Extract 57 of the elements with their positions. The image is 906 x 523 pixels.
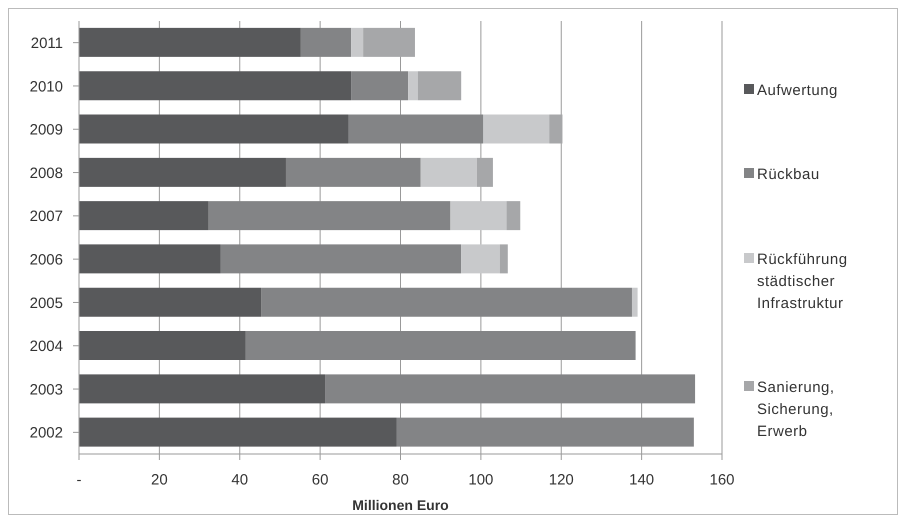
bar <box>79 418 396 447</box>
bar <box>549 114 562 144</box>
y-tick-label: 2010 <box>30 78 63 96</box>
x-tick-label: 160 <box>709 472 735 489</box>
bar <box>363 28 415 57</box>
bar <box>79 114 349 144</box>
x-axis-title: Millionen Euro <box>352 497 449 513</box>
x-tick-label: 20 <box>151 472 168 489</box>
bar <box>420 158 477 187</box>
y-tick-label: 2005 <box>30 294 63 312</box>
bar <box>476 158 493 187</box>
bar <box>461 244 500 274</box>
y-tick-label: 2008 <box>30 164 63 182</box>
bar <box>286 158 421 187</box>
x-tick-label: 100 <box>468 472 494 489</box>
bar <box>79 158 286 187</box>
bar <box>79 201 208 230</box>
y-tick-label: 2002 <box>30 424 63 442</box>
x-tick-label: 140 <box>629 472 654 489</box>
legend-label: Rückführung städtischer Infrastruktur <box>757 250 849 314</box>
bar <box>246 331 636 360</box>
bar <box>500 244 508 274</box>
bar <box>351 71 408 100</box>
x-tick-label: 80 <box>392 472 409 489</box>
y-tick-label: 2004 <box>30 338 63 356</box>
bar <box>396 418 694 447</box>
x-tick-label: 120 <box>548 472 574 489</box>
legend-label: Aufwertung <box>757 81 839 102</box>
bar <box>348 114 484 144</box>
bar <box>325 374 696 404</box>
legend-label: Rückbau <box>757 165 821 186</box>
bar <box>79 71 352 100</box>
bar <box>632 288 638 317</box>
bar <box>79 374 326 404</box>
bar <box>351 28 364 57</box>
bar <box>408 71 418 100</box>
bar <box>300 28 352 57</box>
y-tick-label: 2003 <box>30 381 63 398</box>
bar <box>208 201 450 230</box>
bar <box>506 201 520 230</box>
bar <box>450 201 507 230</box>
x-tick-label: - <box>76 472 82 489</box>
x-tick-label: 60 <box>312 472 328 489</box>
bar <box>79 28 301 57</box>
legend-label: Sanierung, Sicherung, Erwerb <box>757 378 836 442</box>
y-tick-label: 2009 <box>30 122 63 139</box>
y-tick-label: 2007 <box>30 208 63 226</box>
bar <box>79 331 246 360</box>
bar <box>220 244 462 274</box>
y-tick-label: 2011 <box>30 34 63 52</box>
x-tick-label: 40 <box>231 472 248 489</box>
bar <box>261 288 632 317</box>
bar <box>483 114 550 144</box>
bar <box>79 244 220 274</box>
bar <box>79 288 262 317</box>
bar <box>418 71 462 100</box>
y-tick-label: 2006 <box>30 251 63 268</box>
